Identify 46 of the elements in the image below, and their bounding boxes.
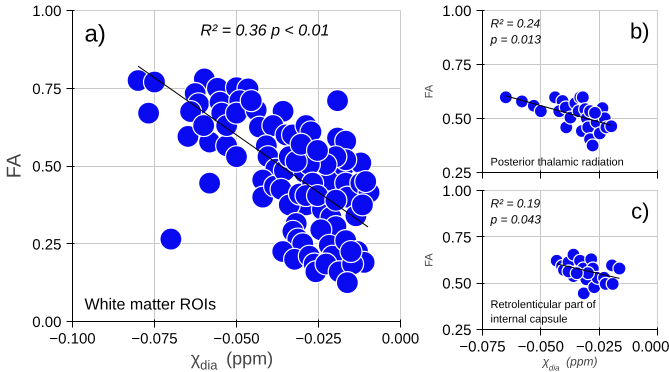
y-tick-label: 1.00 [442, 3, 472, 20]
point [606, 276, 620, 291]
y-tick-label: 1.00 [32, 3, 62, 20]
y-tick-label: 0.50 [442, 111, 472, 128]
annotation: R² = 0.36 p < 0.01 [200, 22, 330, 40]
y-tick-label: 0.00 [32, 314, 62, 331]
y-tick-label: 1.00 [442, 183, 472, 200]
point [576, 286, 591, 300]
y-tick-label: 0.75 [442, 57, 472, 74]
y-tick-label: 0.75 [32, 80, 62, 98]
y-axis-title: FA [3, 153, 26, 178]
annotation: R² = 0.24 [490, 16, 541, 30]
point [586, 138, 600, 153]
y-tick-label: 0.75 [442, 229, 472, 246]
annotation: b) [630, 18, 650, 44]
point [588, 106, 602, 120]
x-tick-label: 0.000 [382, 330, 420, 348]
x-tick-label: −0.075 [131, 330, 178, 348]
x-tick-label: −0.025 [295, 330, 342, 348]
y-axis-title: FA [423, 252, 436, 267]
annotation: Retrolenticular part of internal capsule [490, 299, 597, 326]
y-tick-label: 0.50 [442, 276, 472, 293]
x-tick-label: −0.025 [576, 338, 622, 356]
x-tick-label: 0.000 [632, 338, 669, 356]
point [576, 90, 590, 104]
x-tick-label: −0.050 [518, 338, 564, 356]
point [612, 261, 627, 276]
point [570, 266, 584, 280]
annotation: Posterior thalamic radiation [490, 156, 624, 168]
point [498, 90, 513, 104]
y-tick-label: 0.25 [442, 322, 472, 339]
x-tick-label: −0.100 [49, 330, 96, 348]
point [604, 119, 618, 134]
y-tick-label: 0.25 [32, 236, 62, 254]
point [534, 104, 548, 118]
x-tick-label: −0.050 [213, 330, 260, 348]
y-tick-label: 0.50 [32, 158, 62, 176]
y-tick-label: 0.25 [442, 165, 472, 182]
annotation: White matter ROIs [84, 296, 216, 314]
annotation: R² = 0.19 [490, 196, 541, 210]
annotation: a) [84, 20, 106, 48]
annotation: p = 0.043 [490, 212, 542, 226]
x-tick-label: −0.075 [459, 338, 506, 356]
y-axis-title: FA [423, 84, 436, 98]
annotation: c) [631, 198, 650, 224]
annotation: p = 0.013 [490, 32, 542, 46]
